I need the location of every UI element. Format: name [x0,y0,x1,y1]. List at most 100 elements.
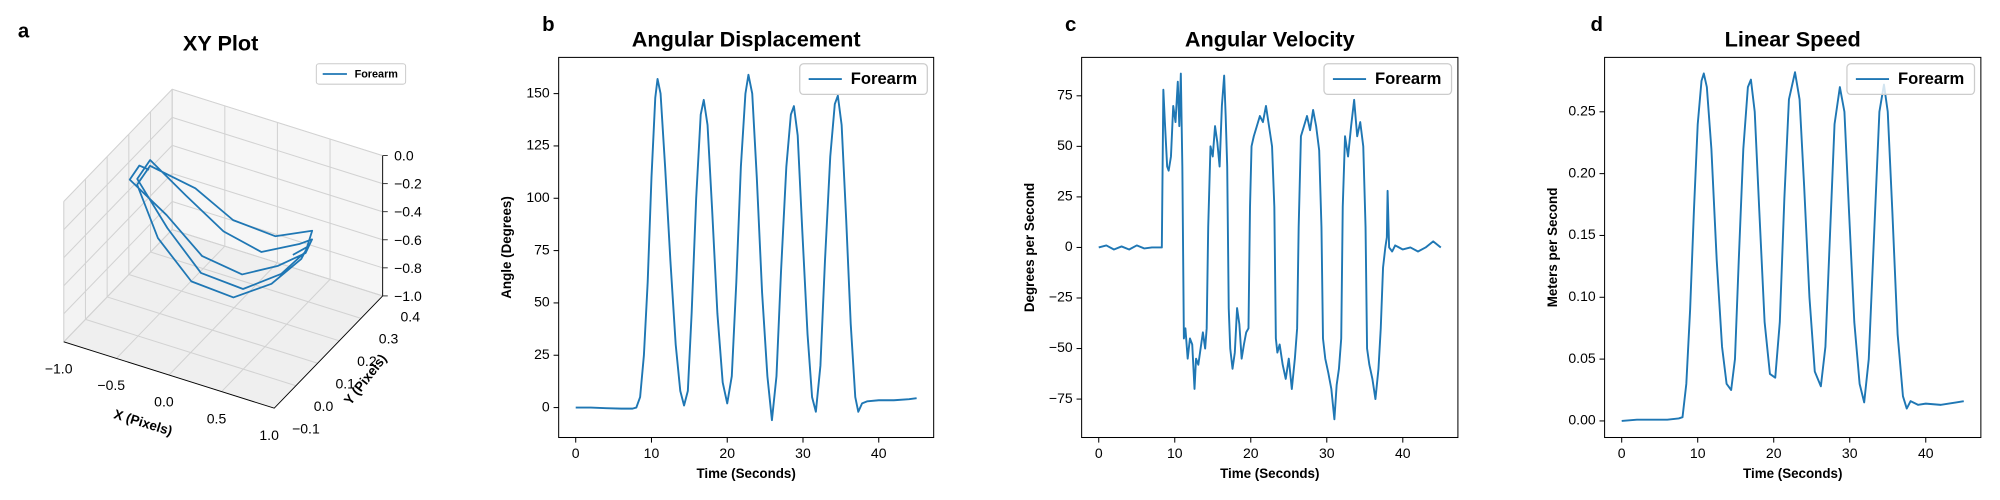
axes-frame [1604,56,1982,439]
y-tick-label: 0.00 [1568,412,1595,428]
grid-line [63,116,173,230]
data-line [1621,71,1964,422]
x-tick-label: 30 [1842,445,1858,461]
grid-line [172,172,383,241]
y-tick-label: 50 [1057,137,1073,153]
y-tick-label: 0.05 [1568,350,1595,366]
grid-line [63,88,173,202]
y-axis-label: Degrees per Second [1022,183,1037,312]
legend-box [1323,63,1453,96]
x-axis-label: Time (Seconds) [1220,466,1319,481]
x-tick-label: 0 [1618,445,1626,461]
y-tick-label: 0.20 [1568,164,1595,180]
x-tick-label: 40 [1918,445,1934,461]
z-tick-label: −0.4 [394,204,422,220]
x-tick-label: 20 [719,445,735,461]
y-tick-label: −0.1 [292,421,320,437]
y-tick-label: −50 [1049,339,1073,355]
panel-label: d [1591,14,1603,36]
x-tick-label: 30 [1319,445,1335,461]
y-tick-label: 75 [534,241,550,257]
x-axis-label: Time (Seconds) [696,466,795,481]
y-tick-label: 150 [526,84,550,100]
y-tick-label: 0.15 [1568,226,1595,242]
x-tick-label: 0.5 [207,410,227,426]
grid-line [168,262,278,376]
x-tick-label: 40 [1395,445,1411,461]
y-tick-label: 25 [534,346,550,362]
grid-line [172,201,383,269]
z-tick-label: −0.8 [394,260,422,276]
grid-line [172,116,383,185]
y-tick-label: 25 [1057,188,1073,204]
y-tick-label: 0.25 [1568,103,1595,119]
x-tick-label: 40 [871,445,887,461]
y-tick-label: 0.0 [314,398,334,414]
y-tick-label: 0.3 [379,331,399,347]
legend-label: Forearm [851,69,917,88]
chart-title: XY Plot [183,30,258,55]
y-tick-label: 0 [542,398,550,414]
legend-box [799,63,928,96]
legend-label: Forearm [1375,69,1441,88]
grid-line [128,274,340,342]
chart-title: Linear Speed [1725,27,1861,52]
grid-line [85,318,297,387]
x-tick-label: −0.5 [97,377,125,393]
data-line [1098,72,1442,421]
y-tick-label: 0.1 [335,376,355,392]
data-line [575,73,917,422]
grid-line [172,229,383,297]
x-tick-label: 20 [1243,445,1259,461]
y-tick-label: 0.10 [1568,288,1595,304]
z-tick-label: 0.0 [394,148,414,164]
y-tick-label: 0.4 [401,308,421,324]
axes-frame [1081,56,1459,439]
legend-label: Forearm [355,68,398,80]
x-tick-label: 0 [572,445,580,461]
trajectory [128,159,314,299]
legend-box [1846,63,1976,96]
y-tick-label: 75 [1057,87,1073,103]
legend-label: Forearm [1898,69,1964,88]
x-tick-label: 10 [1690,445,1706,461]
y-axis-label: Angle (Degrees) [499,196,514,299]
y-tick-label: −25 [1049,289,1073,305]
panel-label: a [18,20,30,42]
grid-line [63,201,173,315]
y-tick-label: −75 [1049,390,1073,406]
y-tick-label: 100 [526,189,550,205]
chart-title: Angular Velocity [1185,27,1355,52]
x-tick-label: 20 [1766,445,1782,461]
panel-label: b [542,14,554,36]
y-tick-label: 0 [1065,238,1073,254]
y-tick-label: 50 [534,294,550,310]
y-tick-label: 125 [526,137,550,153]
axes-frame [558,56,935,439]
y-tick-label: 0.2 [357,353,377,369]
grid-line [116,245,226,359]
grid-line [172,144,383,213]
grid-line [172,88,383,157]
x-tick-label: 1.0 [259,427,279,443]
x-axis-label: Time (Seconds) [1743,466,1842,481]
x-tick-label: −1.0 [45,361,73,377]
grid-line [221,278,331,392]
chart-title: Angular Displacement [632,27,861,52]
axis-edges [63,295,383,409]
grid-line [63,229,173,343]
legend-box [315,63,407,85]
x-axis-label: X (Pixels) [112,407,174,439]
y-axis-label: Meters per Second [1545,188,1560,308]
panel-label: c [1065,14,1076,36]
x-tick-label: 0 [1095,445,1103,461]
z-tick-label: −0.2 [394,176,422,192]
grid-line [150,251,362,319]
x-tick-label: 10 [644,445,660,461]
z-tick-label: −0.6 [394,232,422,248]
grid-line [106,296,318,364]
x-tick-label: 30 [795,445,811,461]
z-tick-label: −1.0 [394,288,422,304]
